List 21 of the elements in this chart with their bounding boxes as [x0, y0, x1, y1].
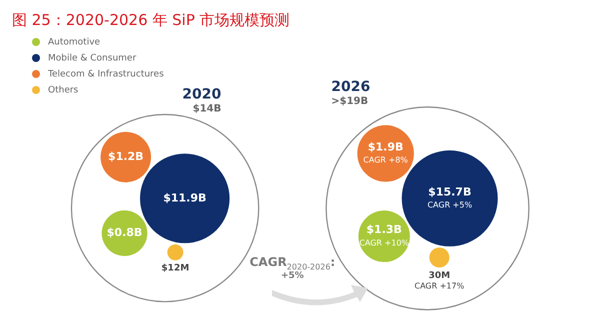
data-label: $0.8B [106, 226, 142, 240]
data-label: $15.7B [428, 185, 472, 198]
legend-label: Telecom & Infrastructures [47, 69, 164, 80]
text: CAGR +17% [414, 282, 465, 291]
data-label: $1.2B [108, 150, 144, 163]
category-label: 2020 [182, 86, 222, 102]
text: >$19B [331, 96, 368, 107]
text: 图 25：2020-2026 年 SiP 市场规模预测 [12, 10, 290, 29]
legend-label: Automotive [48, 37, 101, 48]
category-label: 2026 [331, 78, 370, 95]
text: CAGR +10% [359, 238, 410, 248]
text: CAGR +8% [363, 156, 408, 165]
data-label: $1.9B [368, 140, 404, 154]
data-label: $1.3B [366, 223, 402, 236]
data-label: 30M [428, 270, 450, 281]
text: $14B [192, 103, 222, 114]
legend-label: Mobile & Consumer [48, 53, 136, 64]
data-label: $12M [161, 264, 190, 274]
data-label: $11.9B [163, 191, 206, 204]
legend-label: Others [48, 85, 79, 96]
text: CAGR +5% [427, 200, 472, 210]
